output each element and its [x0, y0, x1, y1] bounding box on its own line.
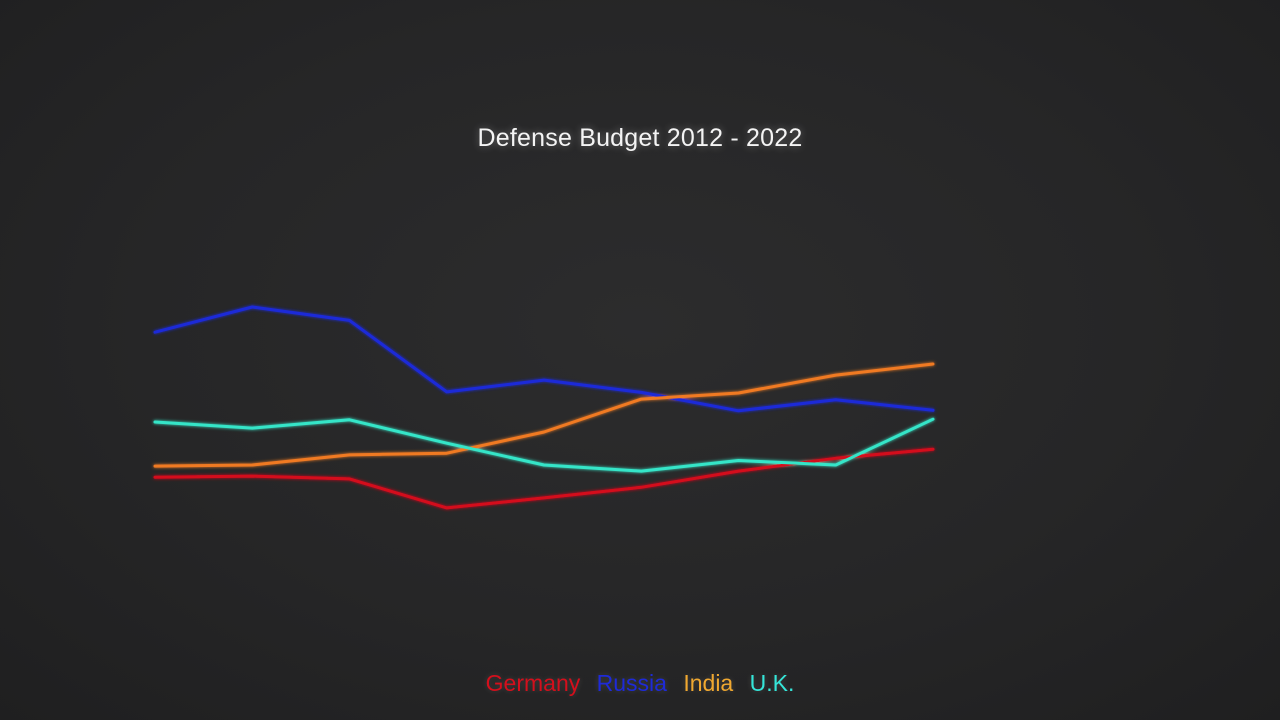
series-line-germany — [153, 447, 935, 510]
series-line-u-k — [153, 417, 935, 473]
series-line-russia — [153, 305, 935, 413]
legend: Germany Russia India U.K. — [0, 670, 1280, 697]
legend-item-germany: Germany — [485, 670, 581, 696]
legend-item-russia: Russia — [596, 670, 667, 696]
legend-item-india: India — [683, 670, 734, 696]
chart-title: Defense Budget 2012 - 2022 — [477, 124, 803, 152]
series-line-india — [153, 362, 935, 468]
legend-item-uk: U.K. — [749, 670, 795, 696]
series-layer — [153, 305, 935, 510]
